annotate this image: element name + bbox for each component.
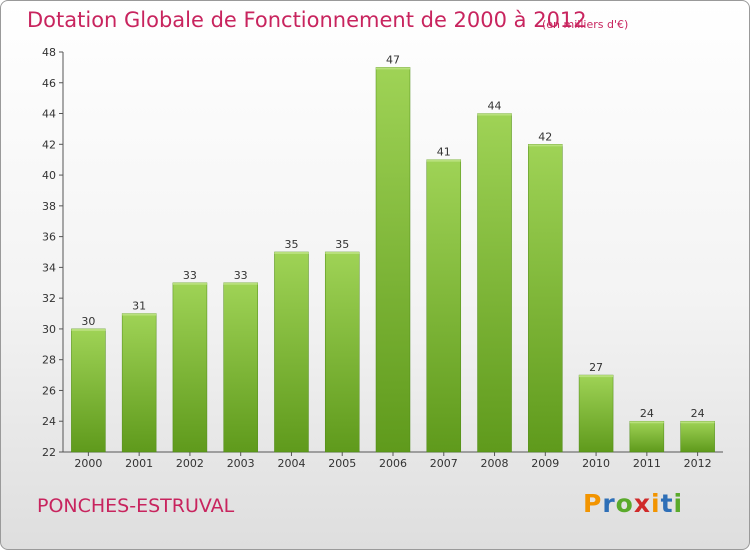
y-tick-label: 28 bbox=[42, 354, 56, 367]
bar-highlight bbox=[71, 328, 106, 331]
x-tick-label: 2000 bbox=[74, 457, 102, 470]
y-tick-label: 30 bbox=[42, 323, 56, 336]
bar-value-label: 24 bbox=[640, 407, 654, 420]
x-tick-label: 2011 bbox=[633, 457, 661, 470]
bar-value-label: 33 bbox=[234, 269, 248, 282]
bar bbox=[274, 251, 309, 453]
bar-highlight bbox=[172, 282, 207, 285]
y-tick-label: 46 bbox=[42, 77, 56, 90]
x-tick-label: 2003 bbox=[227, 457, 255, 470]
bar-value-label: 35 bbox=[284, 238, 298, 251]
logo-letter: t bbox=[660, 489, 674, 518]
bar-highlight bbox=[528, 144, 563, 147]
y-tick-label: 32 bbox=[42, 292, 56, 305]
x-tick-label: 2001 bbox=[125, 457, 153, 470]
bar-value-label: 27 bbox=[589, 361, 603, 374]
bar bbox=[71, 328, 106, 453]
logo-letter: i bbox=[673, 489, 684, 518]
bar-highlight bbox=[122, 313, 157, 316]
y-tick-label: 34 bbox=[42, 261, 56, 274]
x-tick-label: 2002 bbox=[176, 457, 204, 470]
y-tick-label: 38 bbox=[42, 200, 56, 213]
bar-highlight bbox=[376, 67, 410, 70]
bar-highlight bbox=[426, 159, 461, 162]
y-tick-label: 26 bbox=[42, 384, 56, 397]
bar bbox=[528, 144, 563, 453]
x-tick-label: 2009 bbox=[531, 457, 559, 470]
y-tick-label: 22 bbox=[42, 446, 56, 459]
proxiti-logo: Proxiti bbox=[583, 489, 683, 518]
logo-letter: o bbox=[615, 489, 634, 518]
bar-value-label: 42 bbox=[538, 130, 552, 143]
x-tick-label: 2007 bbox=[430, 457, 458, 470]
bar-value-label: 30 bbox=[81, 315, 95, 328]
bar-highlight bbox=[680, 421, 715, 424]
bar bbox=[375, 67, 411, 453]
y-tick-label: 44 bbox=[42, 108, 56, 121]
bar bbox=[121, 313, 157, 453]
bar-highlight bbox=[477, 113, 512, 116]
logo-letter: P bbox=[583, 489, 603, 518]
bar bbox=[477, 113, 512, 453]
chart-subtitle: (en milliers d'€) bbox=[542, 18, 629, 31]
bar-highlight bbox=[325, 252, 360, 254]
x-tick-label: 2012 bbox=[684, 457, 712, 470]
bar-value-label: 47 bbox=[386, 53, 400, 66]
commune-name: PONCHES-ESTRUVAL bbox=[37, 495, 235, 517]
y-tick-label: 48 bbox=[42, 46, 56, 59]
y-tick-label: 42 bbox=[42, 138, 56, 151]
y-tick-label: 40 bbox=[42, 169, 56, 182]
bar bbox=[223, 282, 258, 453]
x-tick-label: 2004 bbox=[277, 457, 305, 470]
bar-value-label: 31 bbox=[132, 300, 146, 313]
bar-value-label: 44 bbox=[488, 100, 502, 113]
x-tick-label: 2008 bbox=[481, 457, 509, 470]
bar-value-label: 35 bbox=[335, 238, 349, 251]
logo-letter: r bbox=[602, 489, 616, 518]
y-tick-label: 36 bbox=[42, 231, 56, 244]
bar-highlight bbox=[579, 375, 614, 378]
y-tick-label: 24 bbox=[42, 415, 56, 428]
logo-letter: i bbox=[651, 489, 661, 518]
bar-value-label: 33 bbox=[183, 269, 197, 282]
bar bbox=[629, 420, 665, 453]
chart-title: Dotation Globale de Fonctionnement de 20… bbox=[27, 8, 587, 32]
x-tick-label: 2005 bbox=[328, 457, 356, 470]
bar bbox=[680, 420, 715, 453]
bar-value-label: 41 bbox=[437, 146, 451, 159]
x-tick-label: 2010 bbox=[582, 457, 610, 470]
bar-highlight bbox=[629, 421, 664, 424]
bar bbox=[172, 282, 208, 453]
bar-value-label: 24 bbox=[691, 407, 705, 420]
bar bbox=[324, 251, 360, 453]
logo-letter: x bbox=[633, 489, 651, 518]
bar-highlight bbox=[223, 282, 258, 285]
bar bbox=[426, 159, 462, 453]
bar bbox=[578, 374, 614, 453]
x-tick-label: 2006 bbox=[379, 457, 407, 470]
bar-highlight bbox=[274, 252, 309, 254]
